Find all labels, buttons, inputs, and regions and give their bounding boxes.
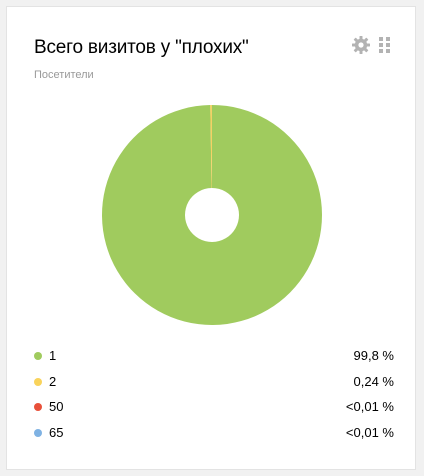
chart-legend: 1 99,8 % 2 0,24 % 50 <0,01 % 65 <0,01 % [34,347,394,449]
legend-dot [34,377,42,386]
legend-item[interactable]: 65 <0,01 % [34,424,394,450]
pie-slice-2[interactable] [210,105,212,189]
legend-value: 99,8 % [353,348,394,363]
legend-label: 1 [49,348,57,363]
donut-chart [102,105,322,325]
legend-dot [34,403,42,411]
legend-label: 2 [49,373,57,389]
legend-item[interactable]: 50 <0,01 % [34,398,394,424]
legend-value: 0,24 % [353,373,394,389]
widget-title: Всего визитов у "плохих" [34,37,249,58]
gear-icon[interactable] [351,35,371,55]
widget-subtitle: Посетители [34,69,94,81]
legend-value: <0,01 % [345,424,394,440]
legend-item[interactable]: 2 0,24 % [34,373,394,399]
legend-label: 65 [49,424,64,440]
legend-value: <0,01 % [345,399,394,414]
legend-label: 50 [49,399,64,414]
legend-dot [34,352,42,360]
legend-item[interactable]: 1 99,8 % [34,347,394,373]
pie-slice-1[interactable] [102,105,322,325]
drag-handle-icon[interactable] [379,37,391,53]
legend-dot [34,428,42,437]
widget-card: Всего визитов у "плохих" Посетители 1 99… [6,6,416,470]
